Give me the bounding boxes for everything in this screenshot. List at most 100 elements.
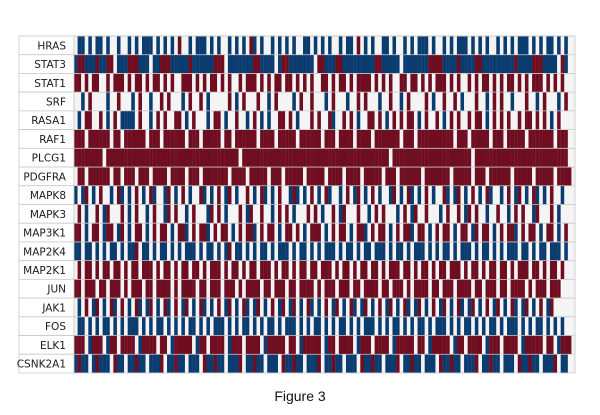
heatmap-cell — [442, 148, 447, 168]
heatmap-cell — [170, 110, 175, 130]
heatmap-cell — [460, 335, 465, 355]
heatmap-cell — [521, 279, 526, 299]
heatmap-cell — [406, 92, 411, 111]
heatmap-cell — [524, 335, 529, 355]
heatmap-cell — [260, 260, 264, 280]
heatmap-cell — [460, 241, 465, 261]
heatmap-cell — [299, 335, 304, 355]
heatmap-cell — [152, 298, 157, 317]
heatmap-cell — [206, 279, 211, 299]
heatmap-cell — [317, 354, 322, 373]
heatmap-cell — [560, 335, 565, 355]
heatmap-cell — [345, 316, 350, 336]
heatmap-cell — [335, 223, 339, 242]
heatmap-cell — [313, 204, 318, 224]
heatmap-cell — [249, 54, 254, 74]
heatmap-cell — [285, 316, 289, 336]
heatmap-cell — [77, 36, 82, 55]
heatmap-cell — [159, 148, 164, 168]
heatmap-cell — [292, 92, 297, 111]
heatmap-cell — [571, 129, 576, 149]
heatmap-cell — [532, 241, 536, 261]
heatmap-cell — [421, 335, 425, 355]
heatmap-cell — [528, 167, 533, 186]
heatmap-cell — [317, 148, 322, 168]
row-label: MAP3K1 — [23, 228, 66, 240]
heatmap-cell — [345, 73, 350, 93]
heatmap-cell — [535, 110, 540, 130]
heatmap-cell — [363, 260, 368, 280]
heatmap-cell — [353, 354, 357, 373]
heatmap-cell — [424, 316, 429, 336]
heatmap-cell — [163, 298, 168, 317]
heatmap-cell — [124, 260, 128, 280]
heatmap-cell — [338, 36, 343, 55]
heatmap-cell — [428, 223, 433, 242]
heatmap-cell — [564, 204, 568, 224]
heatmap-cell — [310, 148, 314, 168]
heatmap-cell — [224, 204, 229, 224]
heatmap-cell — [274, 241, 279, 261]
heatmap-cell — [152, 92, 157, 111]
heatmap-cell — [156, 92, 161, 111]
heatmap-cell — [199, 223, 203, 242]
heatmap-cell — [489, 129, 493, 149]
heatmap-cell — [449, 204, 454, 224]
heatmap-cell — [385, 129, 390, 149]
heatmap-cell — [324, 335, 329, 355]
heatmap-cell — [184, 354, 189, 373]
heatmap-cell — [349, 148, 354, 168]
heatmap-cell — [288, 298, 293, 317]
heatmap-cell — [242, 316, 246, 336]
heatmap-cell — [224, 316, 229, 336]
heatmap-cell — [496, 148, 500, 168]
heatmap-cell — [360, 223, 365, 242]
heatmap-cell — [199, 185, 203, 205]
heatmap-cell — [134, 335, 139, 355]
heatmap-cell — [331, 36, 336, 55]
heatmap-cell — [109, 110, 114, 130]
heatmap-cell — [217, 185, 221, 205]
heatmap-cell — [421, 298, 425, 317]
heatmap-cell — [134, 316, 139, 336]
heatmap-cell — [299, 223, 304, 242]
heatmap-cell — [106, 335, 110, 355]
heatmap-cell — [460, 316, 465, 336]
heatmap-cell — [141, 335, 146, 355]
heatmap-cell — [320, 185, 325, 205]
heatmap-cell — [134, 36, 139, 55]
heatmap-cell — [353, 298, 357, 317]
heatmap-cell — [320, 129, 325, 149]
heatmap-cell — [288, 54, 293, 74]
heatmap-cell — [396, 129, 400, 149]
heatmap-cell — [134, 167, 139, 186]
heatmap-cell — [88, 260, 93, 280]
heatmap-cell — [242, 185, 246, 205]
heatmap-cell — [539, 167, 543, 186]
heatmap-cell — [74, 223, 78, 242]
heatmap-cell — [188, 36, 193, 55]
heatmap-cell — [167, 204, 171, 224]
heatmap-cell — [317, 335, 322, 355]
heatmap-cell — [499, 335, 504, 355]
heatmap-cell — [345, 36, 350, 55]
heatmap-cell — [277, 110, 282, 130]
heatmap-cell — [514, 260, 518, 280]
heatmap-cell — [392, 223, 397, 242]
heatmap-cell — [363, 204, 368, 224]
heatmap-cell — [285, 110, 289, 130]
heatmap-cell — [120, 54, 125, 74]
heatmap-cell — [431, 204, 436, 224]
heatmap-cell — [503, 110, 508, 130]
heatmap-cell — [464, 260, 468, 280]
heatmap-cell — [324, 73, 329, 93]
heatmap-cell — [224, 354, 229, 373]
heatmap-cell — [181, 223, 186, 242]
heatmap-cell — [109, 148, 114, 168]
heatmap-cell — [499, 223, 504, 242]
heatmap-cell — [99, 92, 103, 111]
heatmap-cell — [388, 279, 393, 299]
heatmap-cell — [317, 223, 322, 242]
heatmap-cell — [109, 73, 114, 93]
heatmap-cell — [399, 110, 404, 130]
